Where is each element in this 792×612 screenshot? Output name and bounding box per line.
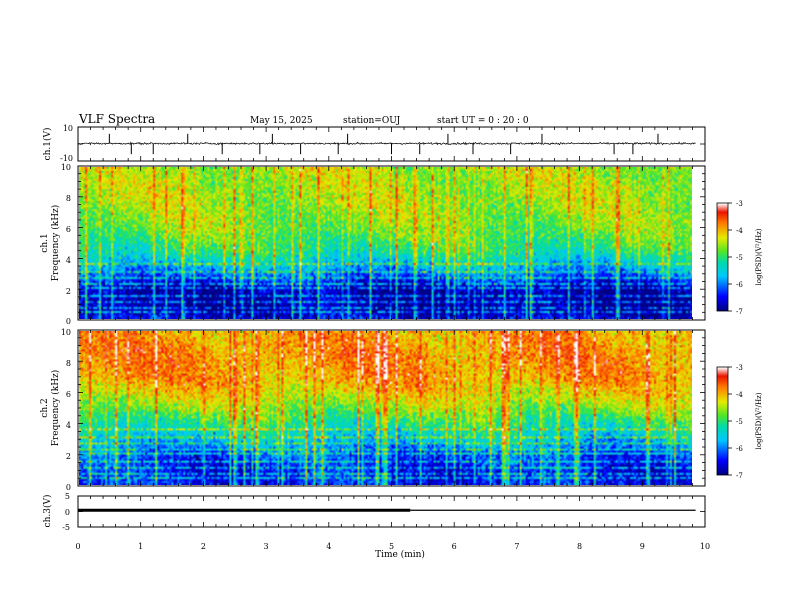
ch1-waveform-trace <box>77 141 696 146</box>
ch1-waveform-panel: 10 -10 ch.1(V) <box>42 124 706 163</box>
ch1-colorbar-label: log(PSD)(V²/Hz) <box>755 228 763 285</box>
ch2-colorbar-label: log(PSD)(V²/Hz) <box>755 392 763 449</box>
time-tick-label: 2 <box>201 542 206 551</box>
ch3-ytick-mid: 0 <box>65 508 70 517</box>
ch2-cb-tick-bottom: -7 <box>736 472 743 480</box>
ch1-ytick-bottom: -10 <box>60 154 73 163</box>
ch2-cb-tick-5: -5 <box>736 418 743 426</box>
ch2-colorbar: -3 -4 -5 -6 -7 log(PSD)(V²/Hz) <box>716 364 763 480</box>
ch2-colorbar-image <box>717 367 728 475</box>
ch2-cb-tick-4: -4 <box>736 391 743 399</box>
ch2-freq-tick-0: 0 <box>66 483 71 492</box>
ch1-waveform-spikes <box>108 133 659 155</box>
time-tick-label: 3 <box>264 542 269 551</box>
ch1-waveform-ylabel: ch.1(V) <box>42 128 53 161</box>
ch2-spectrogram-image <box>79 331 692 485</box>
time-tick-label: 4 <box>326 542 331 551</box>
time-tick-label: 10 <box>700 542 710 551</box>
ch2-spectrogram-panel: 0 2 4 6 8 10 ch.2Frequency (kHz) <box>40 328 706 492</box>
time-tick-label: 9 <box>640 542 645 551</box>
ch1-freq-tick-10: 10 <box>61 163 71 172</box>
ch2-spectrogram-ylabel: ch.2Frequency (kHz) <box>40 370 61 447</box>
ch1-freq-tick-2: 2 <box>66 287 71 296</box>
ch1-freq-tick-0: 0 <box>66 317 71 326</box>
ch2-freq-tick-6: 6 <box>66 390 71 399</box>
ch1-freq-tick-8: 8 <box>66 194 71 203</box>
ch2-freq-tick-2: 2 <box>66 452 71 461</box>
ch3-panel: 5 0 -5 ch.3(V) 0 1 2 3 4 5 6 7 8 9 10 Time (min) <box>42 492 710 560</box>
time-tick-label: 7 <box>514 542 519 551</box>
ch2-spectrogram-ticks <box>77 329 706 487</box>
time-tick-label: 0 <box>75 542 80 551</box>
ch1-cb-tick-bottom: -7 <box>736 308 743 316</box>
ch1-cb-tick-6: -6 <box>736 281 743 289</box>
figure-date: May 15, 2025 <box>250 116 313 126</box>
ch1-colorbar-image <box>717 203 728 311</box>
time-tick-label: 1 <box>138 542 143 551</box>
ch1-cb-tick-5: -5 <box>736 254 743 262</box>
time-tick-label: 5 <box>389 542 394 551</box>
ch1-cb-tick-4: -4 <box>736 227 743 235</box>
figure-start-time: start UT = 0 : 20 : 0 <box>437 116 529 126</box>
ch1-freq-tick-6: 6 <box>66 225 71 234</box>
ch3-ylabel: ch.3(V) <box>42 495 53 528</box>
ch2-cb-tick-6: -6 <box>736 445 743 453</box>
ch2-freq-tick-10: 10 <box>61 328 71 337</box>
ch1-spectrogram-ticks <box>77 165 706 321</box>
ch2-cb-tick-top: -3 <box>736 364 743 372</box>
figure-station: station=OUJ <box>343 116 401 126</box>
ch1-colorbar-ticks <box>728 202 732 312</box>
ch2-colorbar-ticks <box>728 366 732 476</box>
ch2-freq-tick-4: 4 <box>66 421 71 430</box>
ch3-ytick-top: 5 <box>65 492 70 501</box>
ch1-spectrogram-panel: 0 2 4 6 8 10 ch.1Frequency (kHz) <box>40 163 706 326</box>
ch1-colorbar: -3 -4 -5 -6 -7 log(PSD)(V²/Hz) <box>716 200 763 316</box>
time-axis-labels: 0 1 2 3 4 5 6 7 8 9 10 <box>75 542 710 551</box>
ch1-cb-tick-top: -3 <box>736 200 743 208</box>
time-axis-label: Time (min) <box>375 549 425 560</box>
figure-title: VLF Spectra <box>78 112 155 126</box>
ch1-spectrogram-ylabel: ch.1Frequency (kHz) <box>40 205 61 282</box>
ch2-freq-tick-8: 8 <box>66 359 71 368</box>
ch1-freq-tick-4: 4 <box>66 256 71 265</box>
time-tick-label: 8 <box>577 542 582 551</box>
ch1-spectrogram-image <box>79 167 692 319</box>
ch1-ytick-top: 10 <box>63 124 73 133</box>
time-tick-label: 6 <box>452 542 457 551</box>
ch1-waveform-ticks <box>77 127 706 161</box>
ch3-ytick-bottom: -5 <box>62 523 70 532</box>
